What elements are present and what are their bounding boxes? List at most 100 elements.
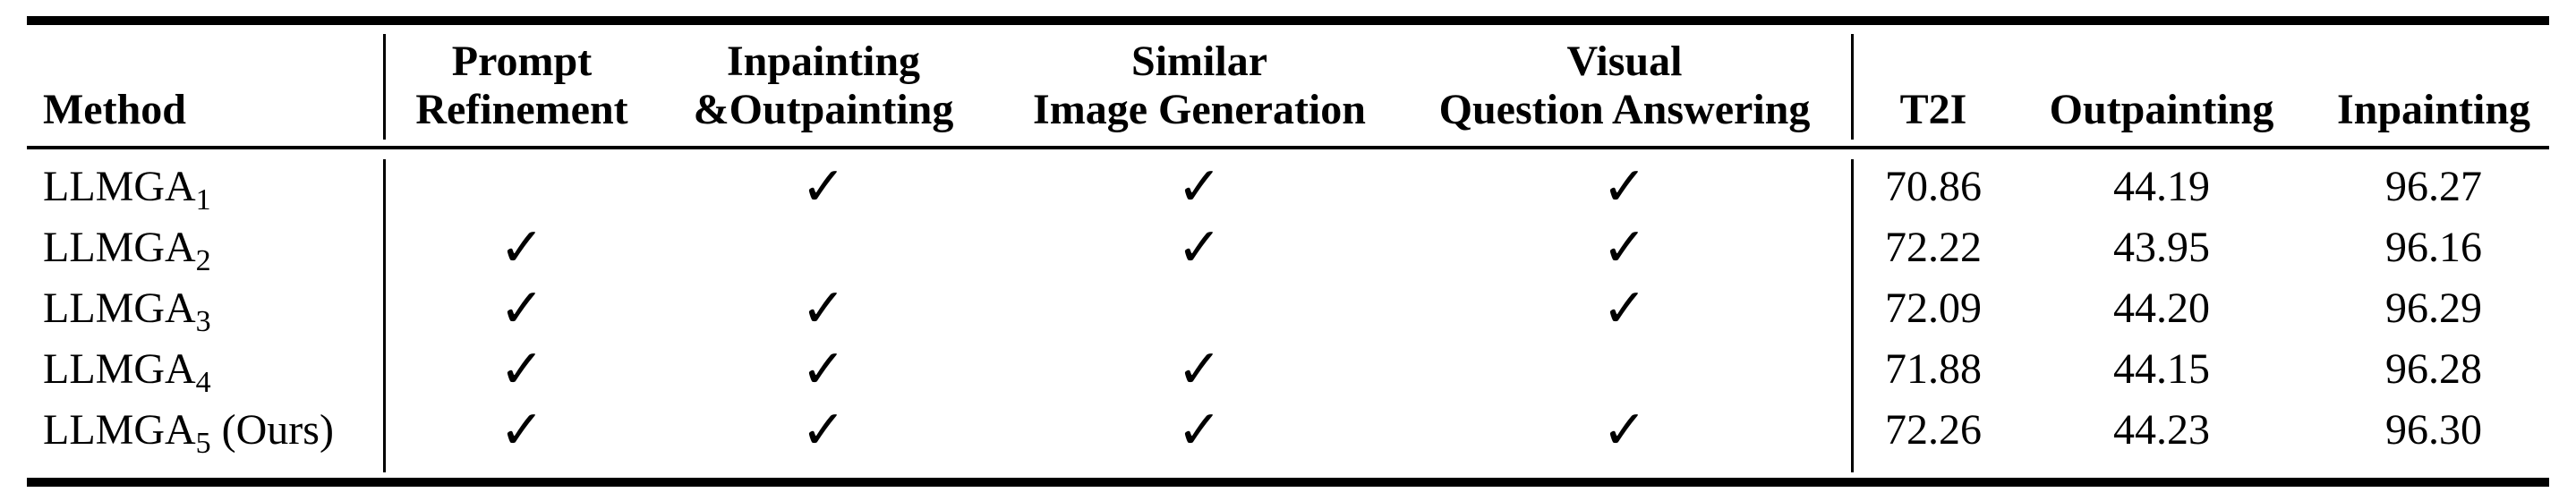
check-cell-inpainting-outpainting: ✓ [658,278,989,339]
header-similar-image-generation-line2: Image Generation [1033,86,1366,133]
method-cell: LLMGA3 [43,278,374,339]
checkmark-icon: ✓ [800,399,847,462]
checkmark-icon: ✓ [499,217,545,279]
checkmark-icon: ✓ [1601,217,1648,279]
check-cell-prompt-refinement: ✓ [392,217,652,278]
check-cell-visual-question-answering: ✓ [1405,157,1844,217]
checkmark-icon: ✓ [1601,399,1648,462]
checkmark-icon: ✓ [1176,217,1223,279]
inpainting-value: 96.29 [2385,284,2482,332]
checkmark-icon: ✓ [1601,277,1648,340]
check-cell-visual-question-answering: ✓ [1405,278,1844,339]
method-base: LLMGA [43,163,196,210]
header-method: Method [43,20,365,134]
header-outpainting: Outpainting [2014,20,2309,134]
check-cell-similar-image-generation: ✓ [1002,339,1396,400]
check-cell-similar-image-generation: ✓ [1002,217,1396,278]
check-cell-similar-image-generation: ✓ [1002,157,1396,217]
t2i-score: 72.22 [1862,217,2005,278]
inpainting-value: 96.16 [2385,224,2482,271]
method-subscript: 5 [195,427,211,460]
column-divider-body-right [1851,159,1854,472]
column-divider-body-left [383,159,386,472]
table-row: LLMGA5 (Ours) ✓ ✓ ✓ ✓ 72.26 44.23 96.30 [0,400,2576,461]
t2i-value: 72.09 [1885,284,1982,332]
method-subscript: 4 [195,366,211,399]
table-row: LLMGA3 ✓ ✓ ✓ 72.09 44.20 96.29 [0,278,2576,339]
table-row: LLMGA4 ✓ ✓ ✓ 71.88 44.15 96.28 [0,339,2576,400]
outpainting-score: 44.15 [2014,339,2309,400]
check-cell-prompt-refinement: ✓ [392,400,652,461]
header-prompt-refinement-line2: Refinement [415,86,628,133]
method-cell: LLMGA2 [43,217,374,278]
checkmark-icon: ✓ [1176,399,1223,462]
check-cell-inpainting-outpainting: ✓ [658,400,989,461]
header-inpainting-outpainting-line1: Inpainting [726,38,921,85]
check-cell-prompt-refinement [392,157,652,217]
t2i-value: 71.88 [1885,345,1982,393]
header-prompt-refinement-line1: Prompt [451,38,593,85]
method-base: LLMGA [43,406,196,454]
method-name: LLMGA3 [43,278,211,339]
checkmark-icon: ✓ [1176,156,1223,218]
method-base: LLMGA [43,224,196,271]
outpainting-score: 44.20 [2014,278,2309,339]
check-cell-similar-image-generation [1002,278,1396,339]
checkmark-icon: ✓ [800,156,847,218]
inpainting-score: 96.30 [2318,400,2549,461]
header-t2i: T2I [1862,20,2005,134]
method-subscript: 3 [195,305,211,338]
outpainting-score: 44.23 [2014,400,2309,461]
header-visual-question-answering: Visual Question Answering [1405,20,1844,134]
column-divider-header-left [383,34,386,140]
check-cell-inpainting-outpainting: ✓ [658,157,989,217]
checkmark-icon: ✓ [800,338,847,401]
table-row: LLMGA1 ✓ ✓ ✓ 70.86 44.19 96.27 [0,157,2576,217]
inpainting-score: 96.16 [2318,217,2549,278]
outpainting-value: 44.20 [2113,284,2210,332]
column-divider-header-right [1851,34,1854,140]
check-cell-visual-question-answering: ✓ [1405,400,1844,461]
t2i-value: 72.22 [1885,224,1982,271]
checkmark-icon: ✓ [1176,338,1223,401]
header-visual-question-answering-line1: Visual [1566,38,1683,85]
header-similar-image-generation-line1: Similar [1131,38,1267,85]
method-base: LLMGA [43,345,196,393]
checkmark-icon: ✓ [499,399,545,462]
method-name: LLMGA5 (Ours) [43,400,334,461]
header-visual-question-answering-line2: Question Answering [1438,86,1811,133]
outpainting-value: 44.23 [2113,406,2210,454]
inpainting-value: 96.28 [2385,345,2482,393]
bottom-rule [27,478,2549,487]
header-inpainting-outpainting: Inpainting &Outpainting [658,20,989,134]
t2i-score: 70.86 [1862,157,2005,217]
outpainting-value: 44.15 [2113,345,2210,393]
checkmark-icon: ✓ [1601,156,1648,218]
check-cell-prompt-refinement: ✓ [392,278,652,339]
method-name: LLMGA1 [43,157,211,217]
outpainting-value: 44.19 [2113,163,2210,210]
outpainting-value: 43.95 [2113,224,2210,271]
t2i-score: 71.88 [1862,339,2005,400]
check-cell-visual-question-answering: ✓ [1405,217,1844,278]
check-cell-inpainting-outpainting [658,217,989,278]
method-cell: LLMGA1 [43,157,374,217]
outpainting-score: 43.95 [2014,217,2309,278]
top-rule [27,16,2549,25]
inpainting-value: 96.30 [2385,406,2482,454]
t2i-value: 72.26 [1885,406,1982,454]
header-similar-image-generation: Similar Image Generation [1002,20,1396,134]
method-subscript: 2 [195,244,211,277]
method-name: LLMGA2 [43,217,211,278]
t2i-score: 72.26 [1862,400,2005,461]
header-rule [27,146,2549,149]
checkmark-icon: ✓ [800,277,847,340]
method-subscript: 1 [195,183,211,217]
method-base: LLMGA [43,284,196,332]
outpainting-score: 44.19 [2014,157,2309,217]
check-cell-similar-image-generation: ✓ [1002,400,1396,461]
checkmark-icon: ✓ [499,277,545,340]
t2i-score: 72.09 [1862,278,2005,339]
table-row: LLMGA2 ✓ ✓ ✓ 72.22 43.95 96.16 [0,217,2576,278]
inpainting-score: 96.28 [2318,339,2549,400]
